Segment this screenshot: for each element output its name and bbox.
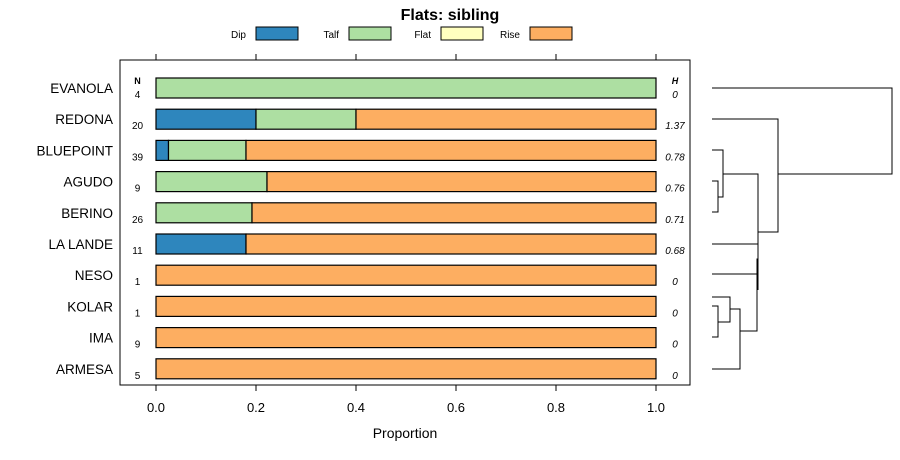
bar-segment xyxy=(155,171,268,193)
bars xyxy=(155,77,657,380)
bar-segment xyxy=(155,233,247,255)
row-labels: EVANOLA 4 0 REDONA 20 1.37 BLUEPOINT 39 0.78 AGUD… xyxy=(36,81,685,382)
legend-swatch xyxy=(348,26,392,41)
chart-title: Flats: sibling xyxy=(401,7,500,24)
dendrogram-branch xyxy=(712,118,779,233)
x-tick-label: 0.6 xyxy=(447,400,465,415)
n-value: 26 xyxy=(132,215,144,226)
h-value: 0.78 xyxy=(665,152,685,163)
dendrogram-branch xyxy=(740,258,758,332)
h-value: 0 xyxy=(672,340,678,351)
x-tick-label: 0.8 xyxy=(547,400,565,415)
bar-segment xyxy=(155,108,257,130)
legend: Dip Talf Flat Rise xyxy=(231,26,573,41)
legend-swatch xyxy=(529,26,573,41)
bar-segment xyxy=(155,358,657,380)
n-value: 20 xyxy=(132,121,144,132)
dendrogram-branch xyxy=(712,305,719,338)
bar-segment xyxy=(155,139,170,161)
n-value: 4 xyxy=(135,90,141,101)
n-value: 11 xyxy=(132,246,143,257)
h-value: 0 xyxy=(672,308,678,319)
dendrogram-branch xyxy=(712,308,741,370)
bar-segment xyxy=(266,171,657,193)
n-value: 9 xyxy=(135,184,141,195)
category-label: BLUEPOINT xyxy=(36,143,113,158)
bar-segment xyxy=(155,295,657,317)
h-value: 0 xyxy=(672,371,678,382)
x-tick-label: 0.2 xyxy=(247,400,265,415)
bar-segment xyxy=(245,233,657,255)
category-label: LA LANDE xyxy=(48,237,113,252)
n-value: 1 xyxy=(135,277,141,288)
h-value: 0 xyxy=(672,277,678,288)
h-value: 0 xyxy=(672,90,678,101)
x-axis: 0.0 0.2 0.4 0.6 0.8 1.0 xyxy=(147,54,665,415)
h-column-header: H xyxy=(672,76,679,86)
n-column-header: N xyxy=(134,76,141,86)
legend-swatch xyxy=(440,26,484,41)
dendrogram-branch xyxy=(712,296,731,323)
bar-segment xyxy=(155,77,657,99)
bar-segment xyxy=(167,139,247,161)
dendrogram-branch xyxy=(712,87,893,175)
x-axis-label: Proportion xyxy=(373,425,438,441)
h-value: 1.37 xyxy=(665,121,685,132)
bar-segment xyxy=(251,202,657,224)
category-label: REDONA xyxy=(55,112,113,127)
legend-label: Dip xyxy=(231,30,246,41)
legend-label: Rise xyxy=(500,30,520,41)
h-value: 0.71 xyxy=(665,215,684,226)
category-label: EVANOLA xyxy=(50,81,113,96)
bar-segment xyxy=(245,139,657,161)
bar-segment xyxy=(155,327,657,349)
category-label: ARMESA xyxy=(56,362,113,377)
category-label: IMA xyxy=(89,331,113,346)
category-label: KOLAR xyxy=(67,299,113,314)
dendrogram-branch xyxy=(723,173,759,290)
dendrogram-branch xyxy=(712,180,719,213)
n-value: 5 xyxy=(135,371,141,382)
bar-segment xyxy=(155,264,657,286)
category-label: BERINO xyxy=(61,206,113,221)
category-label: AGUDO xyxy=(63,175,113,190)
dendrogram xyxy=(712,87,893,370)
category-label: NESO xyxy=(75,268,113,283)
x-tick-label: 0.0 xyxy=(147,400,165,415)
h-value: 0.76 xyxy=(665,184,685,195)
bar-segment xyxy=(355,108,657,130)
h-value: 0.68 xyxy=(665,246,685,257)
x-tick-label: 0.4 xyxy=(347,400,365,415)
n-value: 39 xyxy=(132,152,144,163)
plot-frame xyxy=(119,59,691,386)
legend-swatch xyxy=(255,26,299,41)
dendrogram-branch xyxy=(712,243,759,275)
bar-segment xyxy=(155,202,253,224)
x-tick-label: 1.0 xyxy=(647,400,665,415)
legend-label: Talf xyxy=(323,30,339,41)
bar-segment xyxy=(255,108,357,130)
n-value: 9 xyxy=(135,340,141,351)
n-value: 1 xyxy=(135,308,141,319)
legend-label: Flat xyxy=(414,30,431,41)
